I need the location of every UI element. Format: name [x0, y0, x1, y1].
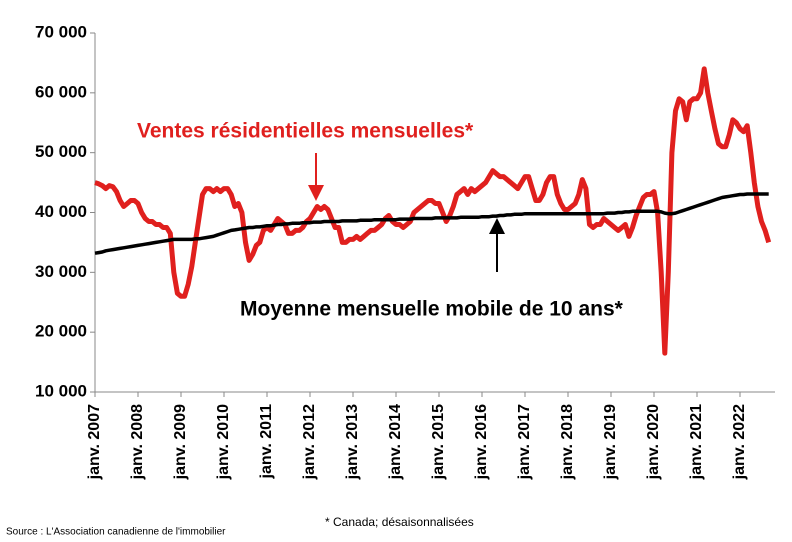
x-tick-label: janv. 2012: [301, 404, 318, 480]
x-tick-label: janv. 2014: [387, 404, 404, 480]
y-tick-label: 30 000: [35, 262, 87, 281]
x-tick-label: janv. 2017: [516, 404, 533, 480]
y-tick-label: 60 000: [35, 82, 87, 101]
y-tick-label: 20 000: [35, 322, 87, 341]
annotation-sales: Ventes résidentielles mensuelles*: [137, 120, 474, 143]
source: Source : L'Association canadienne de l'i…: [6, 527, 226, 538]
x-tick-label: janv. 2010: [215, 404, 232, 480]
x-tick-label: janv. 2011: [258, 404, 275, 480]
x-tick-label: janv. 2007: [86, 404, 103, 480]
series-line: [94, 192, 769, 255]
x-tick-label: janv. 2015: [430, 404, 447, 480]
y-tick-label: 50 000: [35, 142, 87, 161]
x-tick-label: janv. 2013: [344, 404, 361, 480]
x-tick-label: janv. 2008: [129, 404, 146, 480]
x-tick-label: janv. 2009: [172, 404, 189, 480]
x-tick-label: janv. 2020: [645, 404, 662, 480]
y-tick-label: 70 000: [35, 22, 87, 41]
x-tick-label: janv. 2018: [559, 404, 576, 480]
x-tick-label: janv. 2021: [688, 404, 705, 480]
x-tick-label: janv. 2016: [473, 404, 490, 480]
series-line: [94, 66, 772, 356]
footnote: * Canada; désaisonnalisées: [325, 515, 474, 529]
y-tick-label: 10 000: [35, 381, 87, 400]
y-tick-label: 40 000: [35, 202, 87, 221]
x-tick-label: janv. 2022: [731, 404, 748, 480]
annotation-average: Moyenne mensuelle mobile de 10 ans*: [240, 298, 624, 321]
x-tick-label: janv. 2019: [602, 404, 619, 480]
